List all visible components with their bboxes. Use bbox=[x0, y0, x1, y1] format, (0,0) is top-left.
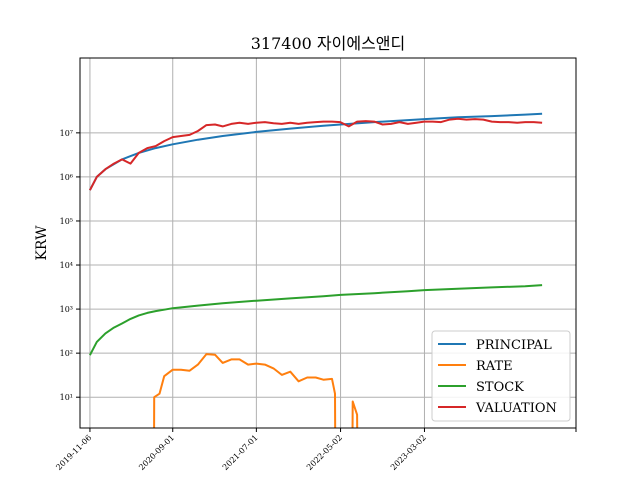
y-axis: 10¹ 10² 10³ 10⁴ 10⁵ 10⁶ 10⁷ bbox=[60, 129, 80, 402]
y-tick-label: 10² bbox=[60, 349, 73, 358]
y-tick-label: 10¹ bbox=[60, 393, 73, 402]
legend-label-principal: PRINCIPAL bbox=[476, 338, 552, 353]
legend-frame bbox=[431, 330, 571, 422]
legend-item-principal: PRINCIPAL bbox=[438, 338, 552, 353]
legend: PRINCIPAL RATE STOCK VALUATION bbox=[431, 330, 571, 422]
y-axis-label: KRW bbox=[34, 225, 50, 261]
x-tick-label: 2022-05-02 bbox=[305, 433, 344, 472]
series-line-stock bbox=[89, 284, 543, 356]
y-tick-label: 10³ bbox=[60, 305, 73, 314]
x-axis: 2019-11-06 2020-09-01 2021-07-01 2022-05-02… bbox=[54, 428, 577, 472]
x-tick-label: 2023-03-02 bbox=[389, 433, 428, 472]
legend-label-valuation: VALUATION bbox=[475, 401, 557, 416]
legend-item-rate: RATE bbox=[438, 359, 513, 374]
plot-area bbox=[79, 57, 577, 429]
y-tick-label: 10⁷ bbox=[60, 129, 73, 138]
y-tick-label: 10⁶ bbox=[60, 173, 73, 182]
x-tick-label: 2019-11-06 bbox=[54, 433, 93, 472]
series-line-valuation bbox=[89, 117, 543, 191]
legend-item-stock: STOCK bbox=[438, 380, 524, 395]
y-tick-label: 10⁴ bbox=[60, 261, 73, 270]
legend-item-valuation: VALUATION bbox=[438, 401, 557, 416]
legend-label-rate: RATE bbox=[476, 359, 513, 374]
series-group bbox=[89, 112, 543, 428]
series-line-rate bbox=[153, 353, 359, 428]
x-tick-label: 2021-07-01 bbox=[221, 433, 260, 472]
legend-label-stock: STOCK bbox=[476, 380, 524, 395]
y-tick-label: 10⁵ bbox=[60, 217, 73, 226]
plot-frame bbox=[79, 57, 577, 429]
series-line-principal bbox=[89, 112, 543, 191]
x-tick-label: 2020-09-01 bbox=[137, 433, 176, 472]
chart-title: 317400 자이에스앤디 bbox=[251, 34, 405, 53]
